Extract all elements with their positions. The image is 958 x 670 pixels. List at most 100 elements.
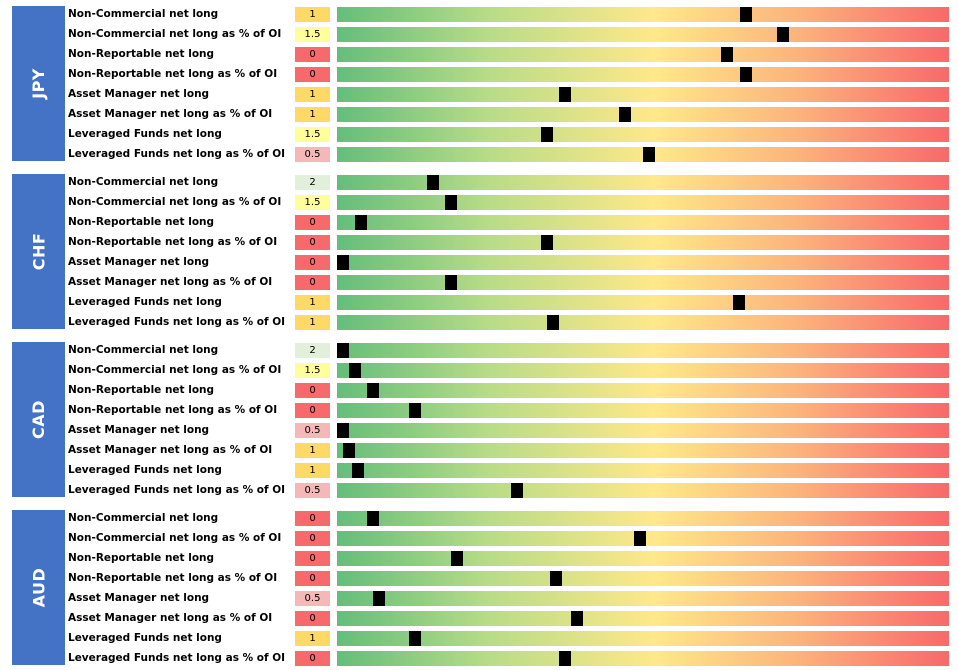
range-bar bbox=[337, 87, 949, 102]
position-marker bbox=[559, 87, 571, 102]
position-marker bbox=[619, 107, 631, 122]
score-cell: 1 bbox=[295, 295, 330, 310]
range-bar bbox=[337, 631, 949, 646]
score-cell: 0 bbox=[295, 511, 330, 526]
position-marker bbox=[409, 403, 421, 418]
row-label: Asset Manager net long as % of OI bbox=[68, 612, 273, 624]
row-label: Asset Manager net long as % of OI bbox=[68, 444, 273, 456]
position-marker bbox=[352, 463, 364, 478]
range-bar bbox=[337, 571, 949, 586]
position-marker bbox=[643, 147, 655, 162]
position-marker bbox=[721, 47, 733, 62]
position-marker bbox=[343, 443, 355, 458]
score-cell: 0.5 bbox=[295, 483, 330, 498]
score-cell: 0.5 bbox=[295, 423, 330, 438]
range-bar bbox=[337, 383, 949, 398]
position-marker bbox=[427, 175, 439, 190]
position-marker bbox=[337, 423, 349, 438]
range-bar bbox=[337, 511, 949, 526]
range-bar bbox=[337, 611, 949, 626]
score-cell: 0 bbox=[295, 651, 330, 666]
range-bar bbox=[337, 483, 949, 498]
row-label: Non-Commercial net long bbox=[68, 8, 219, 20]
score-cell: 0 bbox=[295, 235, 330, 250]
row-label: Leveraged Funds net long as % of OI bbox=[68, 148, 286, 160]
range-bar bbox=[337, 591, 949, 606]
position-marker bbox=[541, 127, 553, 142]
position-marker bbox=[355, 215, 367, 230]
row-label: Non-Reportable net long as % of OI bbox=[68, 404, 278, 416]
row-label: Non-Reportable net long as % of OI bbox=[68, 68, 278, 80]
position-marker bbox=[740, 67, 752, 82]
range-bar bbox=[337, 443, 949, 458]
position-marker bbox=[541, 235, 553, 250]
score-cell: 0 bbox=[295, 275, 330, 290]
position-marker bbox=[445, 275, 457, 290]
row-label: Non-Reportable net long as % of OI bbox=[68, 572, 278, 584]
position-marker bbox=[550, 571, 562, 586]
range-bar bbox=[337, 651, 949, 666]
score-cell: 1.5 bbox=[295, 363, 330, 378]
position-marker bbox=[451, 551, 463, 566]
score-cell: 1 bbox=[295, 443, 330, 458]
position-marker bbox=[511, 483, 523, 498]
row-label: Non-Reportable net long bbox=[68, 552, 215, 564]
range-bar bbox=[337, 47, 949, 62]
row-label: Non-Reportable net long as % of OI bbox=[68, 236, 278, 248]
position-marker bbox=[634, 531, 646, 546]
row-label: Asset Manager net long bbox=[68, 88, 210, 100]
row-label: Non-Commercial net long as % of OI bbox=[68, 196, 282, 208]
score-cell: 1 bbox=[295, 107, 330, 122]
range-bar bbox=[337, 255, 949, 270]
range-bar bbox=[337, 315, 949, 330]
row-label: Non-Commercial net long bbox=[68, 344, 219, 356]
row-label: Non-Reportable net long bbox=[68, 384, 215, 396]
score-cell: 0 bbox=[295, 611, 330, 626]
score-cell: 0 bbox=[295, 47, 330, 62]
row-label: Non-Commercial net long bbox=[68, 512, 219, 524]
position-marker bbox=[337, 255, 349, 270]
range-bar bbox=[337, 363, 949, 378]
range-bar bbox=[337, 147, 949, 162]
section-label-text: JPY bbox=[28, 68, 48, 99]
section-label-cad: CAD bbox=[12, 342, 65, 497]
score-cell: 1 bbox=[295, 315, 330, 330]
score-cell: 1.5 bbox=[295, 127, 330, 142]
score-cell: 0 bbox=[295, 215, 330, 230]
range-bar bbox=[337, 423, 949, 438]
row-label: Leveraged Funds net long bbox=[68, 128, 222, 140]
position-marker bbox=[409, 631, 421, 646]
row-label: Leveraged Funds net long as % of OI bbox=[68, 316, 286, 328]
score-cell: 0 bbox=[295, 531, 330, 546]
section-label-aud: AUD bbox=[12, 510, 65, 665]
row-label: Leveraged Funds net long as % of OI bbox=[68, 652, 286, 664]
range-bar bbox=[337, 551, 949, 566]
row-label: Leveraged Funds net long bbox=[68, 296, 222, 308]
range-bar bbox=[337, 7, 949, 22]
position-marker bbox=[337, 343, 349, 358]
position-marker bbox=[367, 511, 379, 526]
row-label: Non-Commercial net long bbox=[68, 176, 219, 188]
section-label-text: CAD bbox=[29, 400, 48, 439]
position-marker bbox=[547, 315, 559, 330]
range-bar bbox=[337, 175, 949, 190]
row-label: Leveraged Funds net long bbox=[68, 632, 222, 644]
range-bar bbox=[337, 215, 949, 230]
range-bar bbox=[337, 235, 949, 250]
range-bar bbox=[337, 343, 949, 358]
range-bar bbox=[337, 275, 949, 290]
score-cell: 1 bbox=[295, 631, 330, 646]
row-label: Non-Reportable net long bbox=[68, 216, 215, 228]
score-cell: 1 bbox=[295, 7, 330, 22]
score-cell: 2 bbox=[295, 343, 330, 358]
row-label: Non-Commercial net long as % of OI bbox=[68, 364, 282, 376]
score-cell: 1.5 bbox=[295, 195, 330, 210]
position-marker bbox=[571, 611, 583, 626]
position-marker bbox=[733, 295, 745, 310]
range-bar bbox=[337, 27, 949, 42]
score-cell: 0 bbox=[295, 383, 330, 398]
score-cell: 0 bbox=[295, 403, 330, 418]
section-label-text: AUD bbox=[28, 567, 48, 608]
score-cell: 2 bbox=[295, 175, 330, 190]
